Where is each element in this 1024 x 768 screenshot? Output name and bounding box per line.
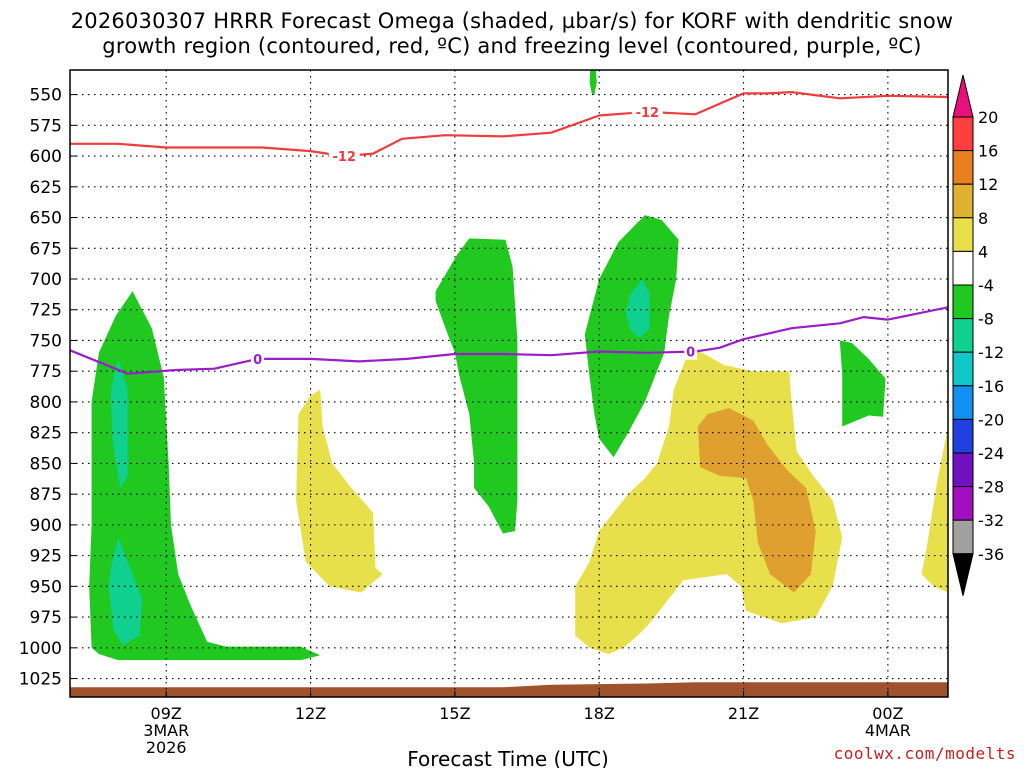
x-tick-date-09Z: 3MAR bbox=[143, 721, 189, 740]
colorbar-swatch-11 bbox=[952, 452, 974, 488]
y-tick-label-625: 625 bbox=[30, 178, 62, 198]
y-tick-label-925: 925 bbox=[30, 547, 62, 567]
contour-label-bg bbox=[251, 350, 265, 367]
chart-title-line-1: 2026030307 HRRR Forecast Omega (shaded, … bbox=[70, 9, 954, 33]
contour-layer: -12 -12 0 0 bbox=[70, 91, 948, 375]
y-tick-label-750: 750 bbox=[30, 331, 62, 351]
x-tick-label-18Z: 18Z bbox=[584, 704, 615, 723]
axes-layer: 550 575 600 625 650 675 700 725 750 775 800 825 850 8… bbox=[19, 86, 911, 757]
colorbar-label-6: -4 bbox=[978, 276, 994, 295]
y-tick-label-675: 675 bbox=[30, 239, 62, 259]
x-tick-year-09Z: 2026 bbox=[146, 738, 187, 757]
contour-label-bg bbox=[328, 148, 360, 165]
credit-text: coolwx.com/modelts bbox=[833, 744, 1016, 763]
omega-region-1 bbox=[296, 389, 383, 593]
omega-shading-layer bbox=[89, 70, 948, 661]
y-tick-label-875: 875 bbox=[30, 485, 62, 505]
y-tick-label-1000: 1000 bbox=[19, 639, 62, 659]
contour-label-2-1: 0 bbox=[253, 353, 262, 368]
x-tick-label-21Z: 21Z bbox=[728, 704, 759, 723]
colorbar-label-1: 20 bbox=[978, 108, 998, 127]
omega-region-4 bbox=[921, 426, 948, 593]
contour-line-1 bbox=[70, 91, 948, 158]
colorbar-swatch-5 bbox=[952, 250, 974, 286]
colorbar-swatch-7 bbox=[952, 318, 974, 353]
y-tick-label-900: 900 bbox=[30, 516, 62, 536]
colorbar-label-5: 4 bbox=[978, 242, 988, 261]
colorbar-label-3: 12 bbox=[978, 175, 998, 194]
omega-negative-region-5 bbox=[584, 215, 679, 458]
x-tick-date-00Z: 4MAR bbox=[865, 721, 911, 740]
colorbar-label-10: -20 bbox=[978, 410, 1004, 429]
colorbar-top-arrow bbox=[952, 74, 974, 118]
colorbar-label-8: -12 bbox=[978, 343, 1004, 362]
x-tick-label-00Z: 00Z bbox=[872, 704, 903, 723]
x-axis-label: Forecast Time (UTC) bbox=[407, 747, 609, 768]
y-tick-label-575: 575 bbox=[30, 116, 62, 136]
omega-negative-region-2 bbox=[110, 358, 128, 488]
colorbar-label-4: 8 bbox=[978, 209, 988, 228]
y-tick-label-950: 950 bbox=[30, 577, 62, 597]
chart-title-line-2: growth region (contoured, red, ºC) and f… bbox=[102, 34, 922, 58]
x-tick-label-09Z: 09Z bbox=[151, 704, 182, 723]
x-tick-label-12Z: 12Z bbox=[295, 704, 326, 723]
y-tick-label-825: 825 bbox=[30, 424, 62, 444]
contour-line-2 bbox=[70, 306, 948, 375]
colorbar-bottom-arrow bbox=[952, 553, 974, 596]
contour-label-bg bbox=[684, 343, 698, 360]
y-tick-label-1025: 1025 bbox=[19, 670, 62, 690]
omega-negative-region-6 bbox=[625, 279, 650, 338]
colorbar-label-2: 16 bbox=[978, 142, 998, 161]
colorbar-swatch-2 bbox=[952, 150, 974, 185]
omega-region-3 bbox=[697, 408, 816, 593]
colorbar-label-12: -28 bbox=[978, 478, 1004, 497]
contour-label-1-2: -12 bbox=[636, 106, 660, 121]
colorbar-swatch-9 bbox=[952, 385, 974, 420]
colorbar-label-11: -24 bbox=[978, 444, 1004, 463]
colorbar-swatch-8 bbox=[952, 351, 974, 387]
omega-negative-region-3 bbox=[108, 537, 143, 646]
terrain-fill bbox=[70, 682, 948, 697]
terrain-layer bbox=[70, 682, 948, 697]
contour-label-1-1: -12 bbox=[332, 150, 356, 165]
plot-frame bbox=[69, 69, 949, 698]
colorbar-swatch-13 bbox=[952, 519, 974, 555]
x-tick-label-15Z: 15Z bbox=[439, 704, 470, 723]
colorbar-swatch-4 bbox=[952, 217, 974, 252]
y-tick-label-700: 700 bbox=[30, 270, 62, 290]
y-tick-label-800: 800 bbox=[30, 393, 62, 413]
colorbar-swatch-6 bbox=[952, 284, 974, 320]
y-tick-label-550: 550 bbox=[30, 86, 62, 106]
omega-region-5 bbox=[589, 70, 597, 95]
colorbar-swatch-3 bbox=[952, 183, 974, 219]
colorbar: 20 16 12 8 4 -4 -8 -12 -16 -20 -24 -28 -32 -36 bbox=[952, 74, 1004, 596]
y-tick-label-775: 775 bbox=[30, 362, 62, 382]
y-tick-label-850: 850 bbox=[30, 454, 62, 474]
colorbar-label-7: -8 bbox=[978, 310, 994, 329]
grid-layer bbox=[70, 70, 948, 697]
contour-label-bg bbox=[631, 103, 663, 120]
y-tick-label-600: 600 bbox=[30, 147, 62, 167]
colorbar-label-13: -32 bbox=[978, 511, 1004, 530]
omega-negative-region-1 bbox=[89, 291, 321, 661]
omega-negative-region-4 bbox=[435, 238, 518, 534]
y-tick-label-650: 650 bbox=[30, 209, 62, 229]
colorbar-swatch-12 bbox=[952, 486, 974, 521]
y-tick-label-975: 975 bbox=[30, 608, 62, 628]
colorbar-label-9: -16 bbox=[978, 377, 1004, 396]
omega-negative-region-7 bbox=[839, 340, 886, 427]
colorbar-label-14: -36 bbox=[978, 545, 1004, 564]
colorbar-swatch-10 bbox=[952, 418, 974, 454]
colorbar-swatch-1 bbox=[952, 116, 974, 152]
contour-label-2-2: 0 bbox=[686, 346, 695, 361]
y-tick-label-725: 725 bbox=[30, 301, 62, 321]
